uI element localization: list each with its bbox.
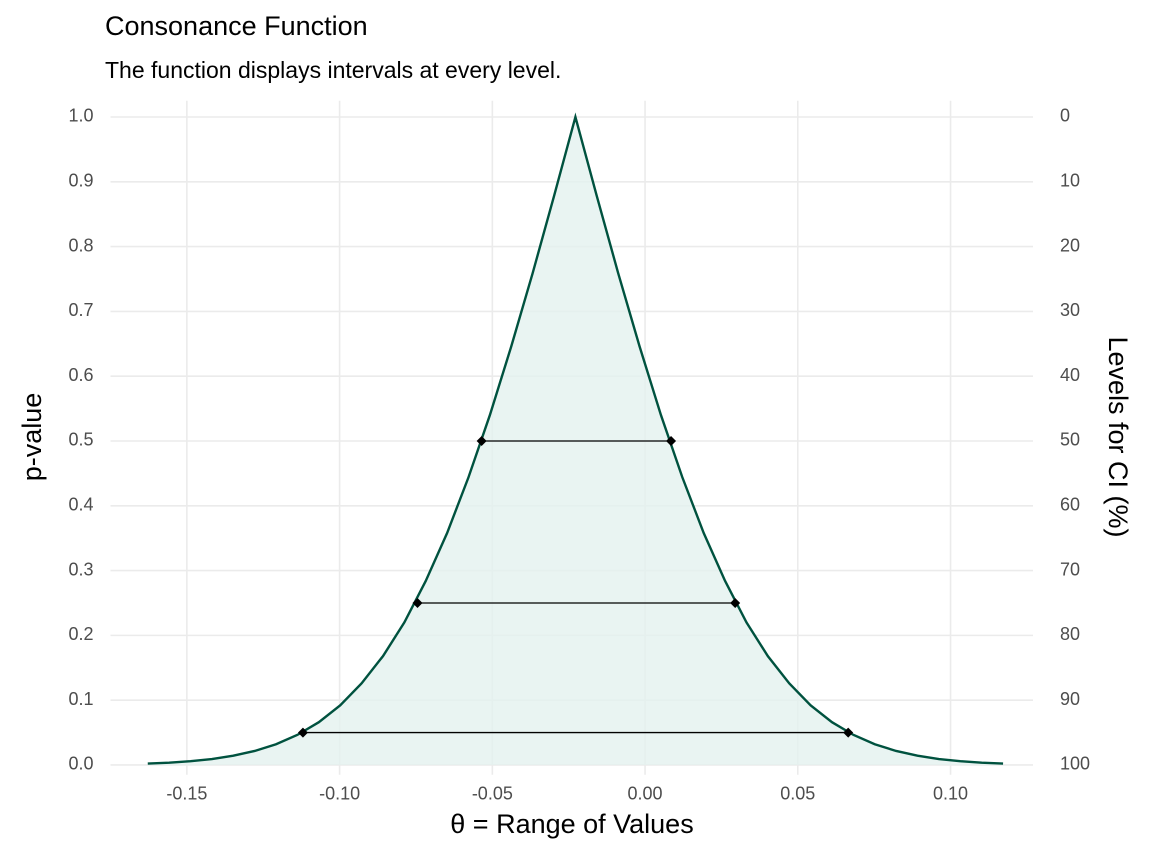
y-tick-label: 0.2: [68, 624, 93, 644]
chart-title: Consonance Function: [105, 11, 368, 41]
x-tick-label: -0.05: [472, 783, 513, 803]
y2-tick-label: 0: [1060, 106, 1070, 126]
y-tick-label: 0.0: [68, 754, 93, 774]
x-tick-label: -0.15: [166, 783, 207, 803]
y2-tick-label: 90: [1060, 689, 1080, 709]
interval-endpoint: [730, 597, 741, 608]
y2-tick-label: 70: [1060, 559, 1080, 579]
interval-endpoint: [666, 435, 677, 446]
y-tick-label: 0.1: [68, 689, 93, 709]
plot-area: [147, 112, 1004, 765]
interval-endpoint: [843, 727, 854, 738]
y2-tick-label: 60: [1060, 495, 1080, 515]
interval-endpoint: [476, 435, 487, 446]
x-tick-label: 0.10: [933, 783, 968, 803]
interval-endpoint: [412, 597, 423, 608]
y-tick-label: 0.8: [68, 235, 93, 255]
y2-tick-label: 50: [1060, 430, 1080, 450]
x-tick-label: 0.00: [628, 783, 663, 803]
y2-tick-label: 10: [1060, 171, 1080, 191]
x-tick-label: -0.10: [319, 783, 360, 803]
y-tick-label: 0.6: [68, 365, 93, 385]
y-tick-label: 0.9: [68, 171, 93, 191]
y-tick-label: 0.5: [68, 430, 93, 450]
interval-endpoint: [297, 727, 308, 738]
y2-tick-label: 40: [1060, 365, 1080, 385]
y2-tick-label: 30: [1060, 300, 1080, 320]
y-tick-label: 0.7: [68, 300, 93, 320]
chart-subtitle: The function displays intervals at every…: [105, 57, 561, 83]
y2-axis-title: Levels for CI (%): [1103, 336, 1133, 537]
y2-tick-label: 100: [1060, 754, 1090, 774]
x-tick-label: 0.05: [780, 783, 815, 803]
x-axis-title: θ = Range of Values: [450, 809, 693, 839]
curve: [147, 112, 1004, 765]
y2-tick-label: 20: [1060, 235, 1080, 255]
y-tick-label: 1.0: [68, 106, 93, 126]
y-tick-label: 0.3: [68, 559, 93, 579]
y-tick-label: 0.4: [68, 495, 93, 515]
y2-tick-label: 80: [1060, 624, 1080, 644]
y-axis-title: p-value: [17, 393, 47, 482]
